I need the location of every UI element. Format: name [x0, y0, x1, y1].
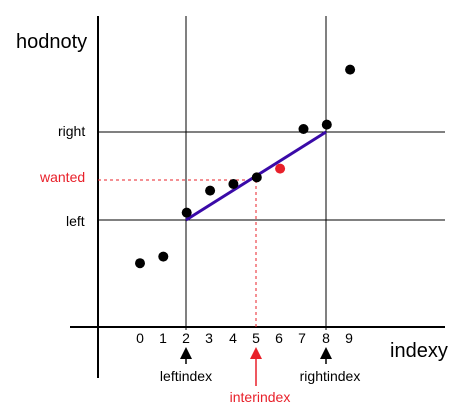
x-tick-label: 9 — [345, 330, 353, 346]
data-point — [228, 179, 239, 189]
x-axis-label: indexy — [390, 340, 448, 362]
data-point — [298, 124, 309, 134]
x-tick-label: 4 — [229, 330, 237, 346]
wanted-point — [275, 163, 286, 174]
data-point — [181, 207, 192, 218]
x-tick-label: 5 — [252, 330, 260, 346]
up-arrow-icon — [180, 347, 192, 359]
right-level-label: right — [58, 123, 85, 139]
x-tick-label: 1 — [159, 330, 167, 346]
data-point — [205, 185, 216, 196]
y-axis-label: hodnoty — [16, 31, 87, 53]
left-level-label: left — [66, 213, 85, 229]
inter-index-label: interindex — [230, 389, 291, 405]
x-tick-label: 8 — [322, 330, 330, 346]
inter-index-marker: interindex — [230, 347, 291, 405]
wanted-level-label: wanted — [39, 169, 85, 185]
data-point — [321, 119, 332, 130]
data-point — [345, 64, 356, 75]
up-arrow-icon — [320, 347, 332, 359]
left-index-label: leftindex — [160, 368, 212, 384]
x-tick-label: 7 — [298, 330, 306, 346]
right-index-label: rightindex — [300, 368, 361, 384]
x-tick-labels: 0 1 2 3 4 5 6 7 8 9 — [136, 330, 353, 346]
data-points — [135, 64, 356, 269]
data-point — [135, 258, 145, 269]
x-tick-label: 2 — [182, 330, 190, 346]
left-index-marker: leftindex — [160, 347, 212, 384]
right-index-marker: rightindex — [300, 347, 361, 384]
data-point — [251, 172, 262, 183]
x-tick-label: 6 — [275, 330, 283, 346]
up-arrow-icon — [250, 347, 262, 359]
x-tick-label: 3 — [205, 330, 213, 346]
x-tick-label: 0 — [136, 330, 144, 346]
data-point — [158, 251, 169, 262]
